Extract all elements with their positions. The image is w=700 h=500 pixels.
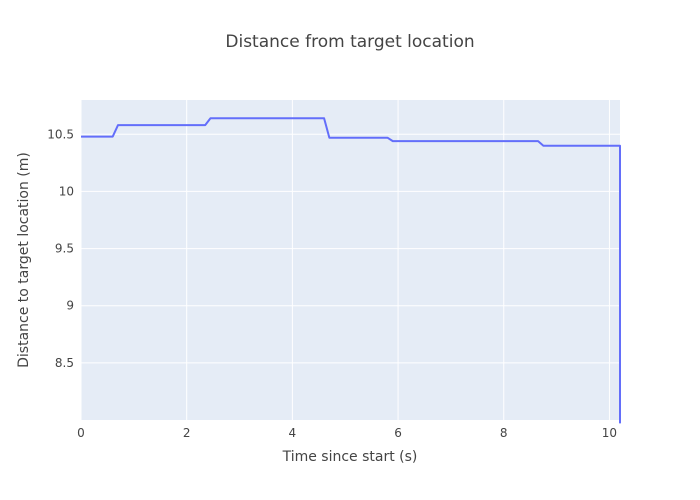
series-line-0: [81, 117, 621, 424]
y-axis-ticks: 8.5 9 9.5 10 10.5: [47, 127, 74, 370]
x-tick-label: 8: [500, 426, 508, 440]
grid-lines: [80, 100, 620, 420]
y-axis-title: Distance to target location (m): [16, 152, 32, 368]
y-tick-label: 8.5: [55, 356, 74, 370]
plot-area-background: [81, 100, 620, 420]
y-tick-label: 10: [59, 184, 74, 198]
x-tick-label: 10: [602, 426, 617, 440]
x-tick-label: 6: [394, 426, 402, 440]
y-tick-label: 9.5: [55, 242, 74, 256]
x-axis-title: Time since start (s): [282, 449, 418, 465]
y-tick-label: 10.5: [47, 127, 74, 141]
x-axis-ticks: 0 2 4 6 8 10: [77, 426, 617, 440]
x-tick-label: 2: [183, 426, 191, 440]
chart-title: Distance from target location: [225, 32, 474, 52]
series-layer: [81, 117, 621, 424]
x-tick-label: 4: [289, 426, 297, 440]
y-tick-label: 9: [66, 299, 74, 313]
x-tick-label: 0: [77, 426, 85, 440]
